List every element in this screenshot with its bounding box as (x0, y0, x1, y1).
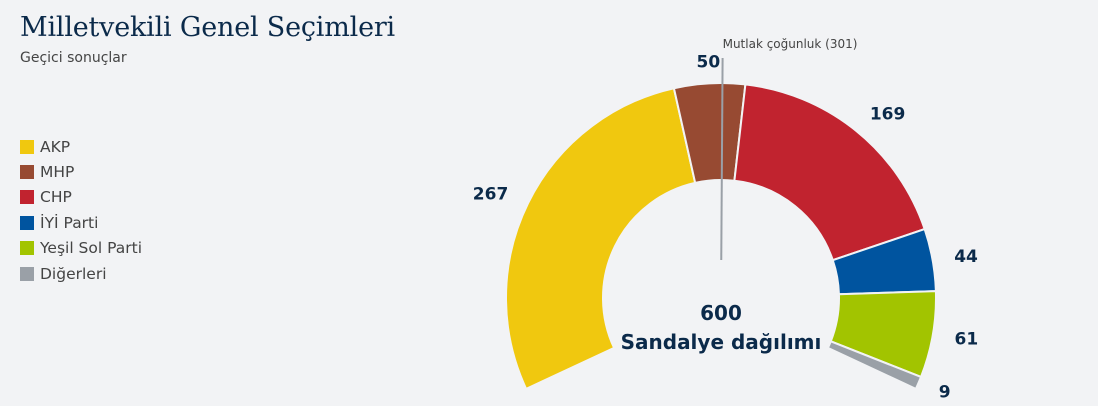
center-caption: Sandalye dağılımı (621, 330, 822, 354)
chart-labels: 267 50 169 44 61 9 (473, 52, 978, 402)
seat-label-chp: 169 (870, 105, 906, 125)
legend-label-akp: AKP (40, 137, 71, 156)
majority-label: Mutlak çoğunluk (301) (723, 37, 858, 51)
slice-akp[interactable] (505, 87, 697, 391)
legend: AKP MHP CHP İYİ Parti Yeşil Sol Parti Di… (20, 134, 142, 286)
legend-item-iyi[interactable]: İYİ Parti (20, 210, 142, 235)
legend-swatch-iyi (20, 215, 34, 230)
chart-subtitle: Geçici sonuçlar (20, 50, 127, 66)
legend-label-iyi: İYİ Parti (40, 213, 99, 232)
chart-slices (505, 82, 937, 391)
legend-swatch-chp (20, 190, 34, 205)
legend-item-mhp[interactable]: MHP (20, 159, 142, 184)
legend-label-mhp: MHP (40, 163, 75, 182)
center-total: 600 (700, 301, 742, 325)
legend-swatch-mhp (20, 165, 34, 180)
legend-item-chp[interactable]: CHP (20, 185, 142, 210)
legend-item-digerleri[interactable]: Diğerleri (20, 261, 142, 286)
seat-label-iyi-parti: 44 (954, 247, 978, 267)
seat-label-yesil-sol-parti: 61 (955, 330, 979, 350)
seat-label-akp: 267 (473, 184, 509, 204)
slice-digerleri[interactable] (826, 340, 923, 391)
legend-swatch-digerleri (20, 266, 34, 281)
legend-item-akp[interactable]: AKP (20, 134, 142, 159)
legend-label-chp: CHP (40, 188, 72, 207)
legend-label-digerleri: Diğerleri (40, 264, 107, 283)
legend-label-yesil-sol: Yeşil Sol Parti (40, 239, 143, 258)
chart-title: Milletvekili Genel Seçimleri (20, 12, 395, 43)
majority-line (720, 57, 724, 261)
legend-swatch-akp (20, 139, 34, 154)
legend-item-yesil-sol[interactable]: Yeşil Sol Parti (20, 236, 142, 261)
slice-chp[interactable] (733, 83, 926, 262)
seat-label-digerleri: 9 (939, 383, 951, 403)
seat-label-mhp: 50 (696, 52, 720, 72)
legend-swatch-yesil-sol (20, 241, 34, 256)
